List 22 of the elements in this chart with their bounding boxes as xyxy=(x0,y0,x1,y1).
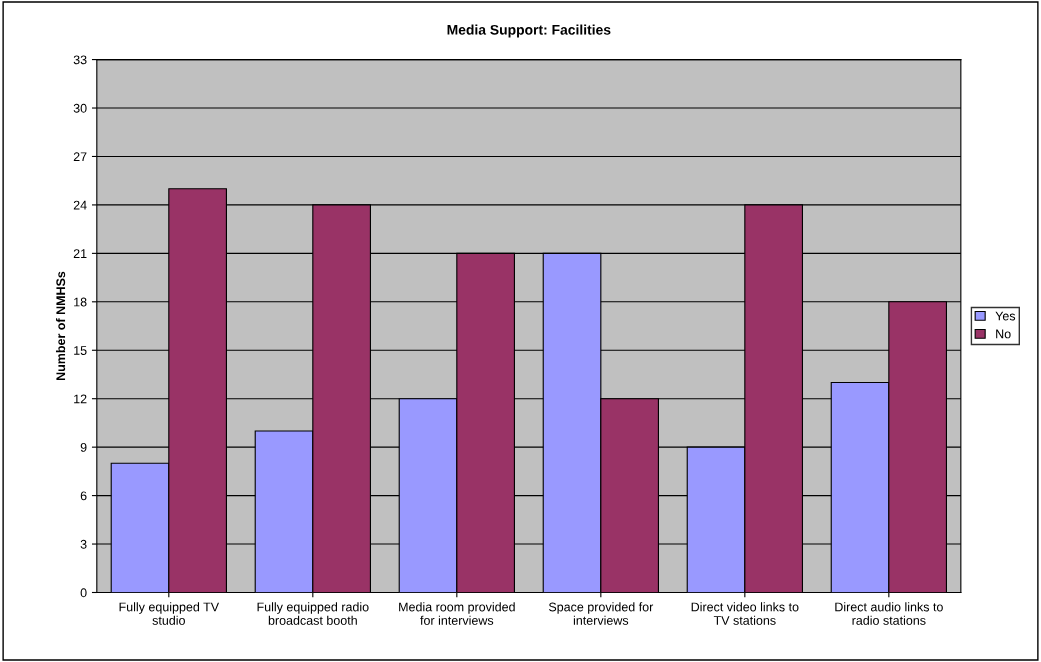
y-axis-title: Number of NMHSs xyxy=(55,271,66,381)
x-tick-label: Fully equipped TV studio xyxy=(119,602,220,625)
x-tick-label: Media room provided for interviews xyxy=(399,602,515,625)
x-tick-label: Space provided for interviews xyxy=(548,602,654,625)
y-tick-label: 24 xyxy=(73,200,87,210)
y-tick-label: 30 xyxy=(73,103,87,113)
y-tick-label: 33 xyxy=(73,55,87,65)
y-tick-label: 12 xyxy=(74,394,87,404)
y-tick-label: 3 xyxy=(80,539,87,549)
x-tick-label: Fully equipped radio broadcast booth xyxy=(257,602,369,625)
legend-label: No xyxy=(996,329,1011,339)
y-tick-label: 21 xyxy=(73,249,87,258)
x-tick-label: Direct audio links to radio stations xyxy=(835,602,943,625)
x-tick-label: Direct video links to TV stations xyxy=(691,602,799,625)
y-tick-label: 9 xyxy=(80,442,87,452)
legend-label: Yes xyxy=(995,311,1016,321)
y-tick-label: 0 xyxy=(80,588,87,598)
y-tick-label: 6 xyxy=(80,491,87,501)
y-tick-label: 15 xyxy=(74,346,87,355)
chart-title: Media Support: Facilities xyxy=(447,24,611,38)
y-tick-label: 18 xyxy=(74,297,87,307)
y-tick-label: 27 xyxy=(73,152,87,161)
